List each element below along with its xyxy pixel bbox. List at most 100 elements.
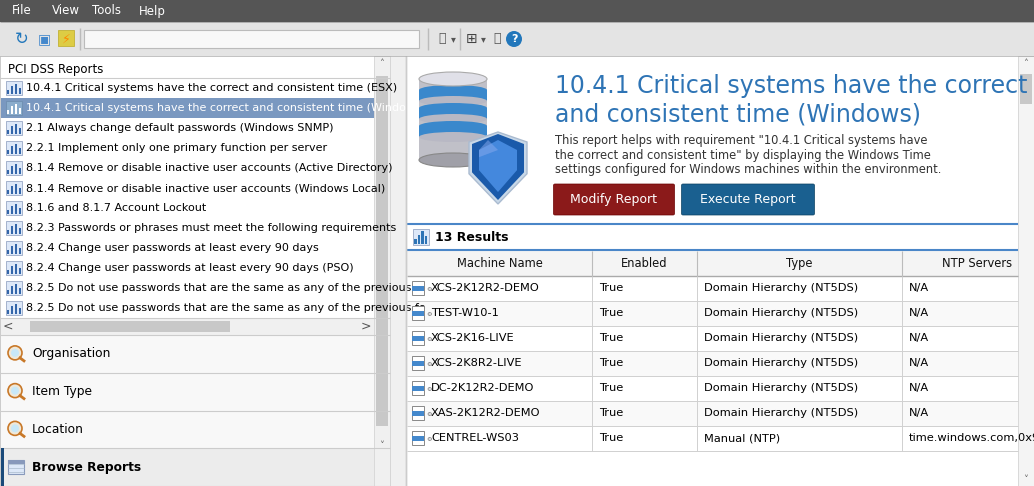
- Text: 2.1 Always change default passwords (Windows SNMP): 2.1 Always change default passwords (Win…: [26, 123, 334, 133]
- Bar: [1020, 74, 1032, 104]
- Bar: [0, 318, 374, 335]
- Bar: [0, 411, 374, 448]
- Ellipse shape: [419, 153, 487, 167]
- Bar: [7, 150, 9, 154]
- Text: ⚙: ⚙: [426, 287, 431, 292]
- Text: ⚙: ⚙: [426, 312, 431, 316]
- Bar: [419, 79, 487, 160]
- Bar: [6, 81, 22, 95]
- Bar: [58, 30, 74, 46]
- Text: XCS-2K16-LIVE: XCS-2K16-LIVE: [431, 333, 515, 343]
- Text: ˅: ˅: [1024, 475, 1029, 485]
- Bar: [0, 22, 1034, 56]
- Bar: [412, 406, 424, 420]
- Bar: [6, 201, 22, 215]
- Text: 8.1.4 Remove or disable inactive user accounts (Active Directory): 8.1.4 Remove or disable inactive user ac…: [26, 163, 393, 173]
- Text: N/A: N/A: [909, 383, 930, 393]
- Text: ⚙: ⚙: [426, 412, 431, 417]
- Text: 13 Results: 13 Results: [435, 231, 509, 244]
- Bar: [11, 166, 13, 174]
- Bar: [412, 436, 424, 441]
- Text: True: True: [599, 433, 624, 443]
- Polygon shape: [469, 132, 527, 204]
- Text: XCS-2K12R2-DEMO: XCS-2K12R2-DEMO: [431, 283, 540, 293]
- Bar: [16, 304, 18, 314]
- Text: 10.4.1 Critical systems have the correct and consistent time (Windows): 10.4.1 Critical systems have the correct…: [26, 103, 425, 113]
- Bar: [413, 228, 429, 244]
- Text: XCS-2K8R2-LIVE: XCS-2K8R2-LIVE: [431, 358, 522, 368]
- Text: TEST-W10-1: TEST-W10-1: [431, 308, 498, 318]
- Text: ?: ?: [511, 34, 517, 44]
- Bar: [6, 101, 22, 115]
- Bar: [11, 87, 13, 94]
- Bar: [16, 243, 18, 254]
- Bar: [16, 144, 18, 154]
- Bar: [11, 226, 13, 234]
- Circle shape: [11, 424, 19, 433]
- Text: N/A: N/A: [909, 408, 930, 418]
- Bar: [16, 124, 18, 134]
- Text: Domain Hierarchy (NT5DS): Domain Hierarchy (NT5DS): [704, 308, 858, 318]
- Bar: [19, 288, 22, 294]
- Text: 8.2.5 Do not use passwords that are the same as any of the previous fo: 8.2.5 Do not use passwords that are the …: [26, 303, 426, 313]
- Bar: [412, 281, 424, 295]
- Bar: [19, 128, 22, 134]
- Bar: [11, 126, 13, 134]
- Bar: [19, 248, 22, 254]
- Bar: [6, 221, 22, 235]
- Bar: [412, 311, 424, 316]
- Text: <: <: [3, 320, 13, 333]
- Bar: [412, 286, 424, 291]
- Bar: [11, 106, 13, 114]
- Bar: [7, 290, 9, 294]
- Bar: [7, 130, 9, 134]
- Text: True: True: [599, 358, 624, 368]
- Text: Browse Reports: Browse Reports: [32, 461, 141, 474]
- Bar: [412, 381, 424, 395]
- Text: Modify Report: Modify Report: [571, 193, 658, 206]
- Bar: [0, 0, 1034, 22]
- Ellipse shape: [419, 121, 487, 131]
- Bar: [0, 56, 390, 486]
- Bar: [0, 335, 374, 373]
- Circle shape: [11, 349, 19, 357]
- Bar: [1018, 56, 1034, 486]
- Text: 10.4.1 Critical systems have the correct and consistent time (ESX): 10.4.1 Critical systems have the correct…: [26, 83, 397, 93]
- Bar: [425, 236, 427, 243]
- Text: 10.4.1 Critical systems have the correct: 10.4.1 Critical systems have the correct: [555, 74, 1028, 98]
- Bar: [412, 386, 424, 391]
- Bar: [8, 460, 24, 474]
- Bar: [407, 56, 1034, 486]
- Bar: [6, 161, 22, 175]
- Text: ⚙: ⚙: [426, 362, 431, 366]
- Bar: [19, 148, 22, 154]
- Bar: [7, 250, 9, 254]
- FancyBboxPatch shape: [681, 184, 815, 215]
- Bar: [6, 261, 22, 275]
- Text: NTP Servers: NTP Servers: [942, 257, 1012, 270]
- Bar: [6, 121, 22, 135]
- Ellipse shape: [419, 132, 487, 142]
- Bar: [407, 400, 1018, 426]
- Bar: [419, 90, 487, 101]
- Bar: [407, 226, 1018, 249]
- Bar: [407, 350, 1018, 376]
- Polygon shape: [479, 140, 517, 192]
- Bar: [7, 170, 9, 174]
- Bar: [8, 460, 24, 464]
- Bar: [7, 110, 9, 114]
- Bar: [0, 448, 4, 486]
- Text: Domain Hierarchy (NT5DS): Domain Hierarchy (NT5DS): [704, 383, 858, 393]
- Bar: [0, 448, 374, 486]
- Text: ⊞: ⊞: [466, 32, 478, 46]
- Text: Domain Hierarchy (NT5DS): Domain Hierarchy (NT5DS): [704, 358, 858, 368]
- Circle shape: [11, 387, 19, 395]
- Circle shape: [8, 421, 22, 435]
- Ellipse shape: [419, 114, 487, 124]
- Text: True: True: [599, 333, 624, 343]
- Text: Enabled: Enabled: [621, 257, 668, 270]
- Bar: [84, 30, 419, 48]
- Bar: [11, 286, 13, 294]
- Text: settings configured for Windows machines within the environment.: settings configured for Windows machines…: [555, 163, 941, 176]
- Text: XAS-2K12R2-DEMO: XAS-2K12R2-DEMO: [431, 408, 541, 418]
